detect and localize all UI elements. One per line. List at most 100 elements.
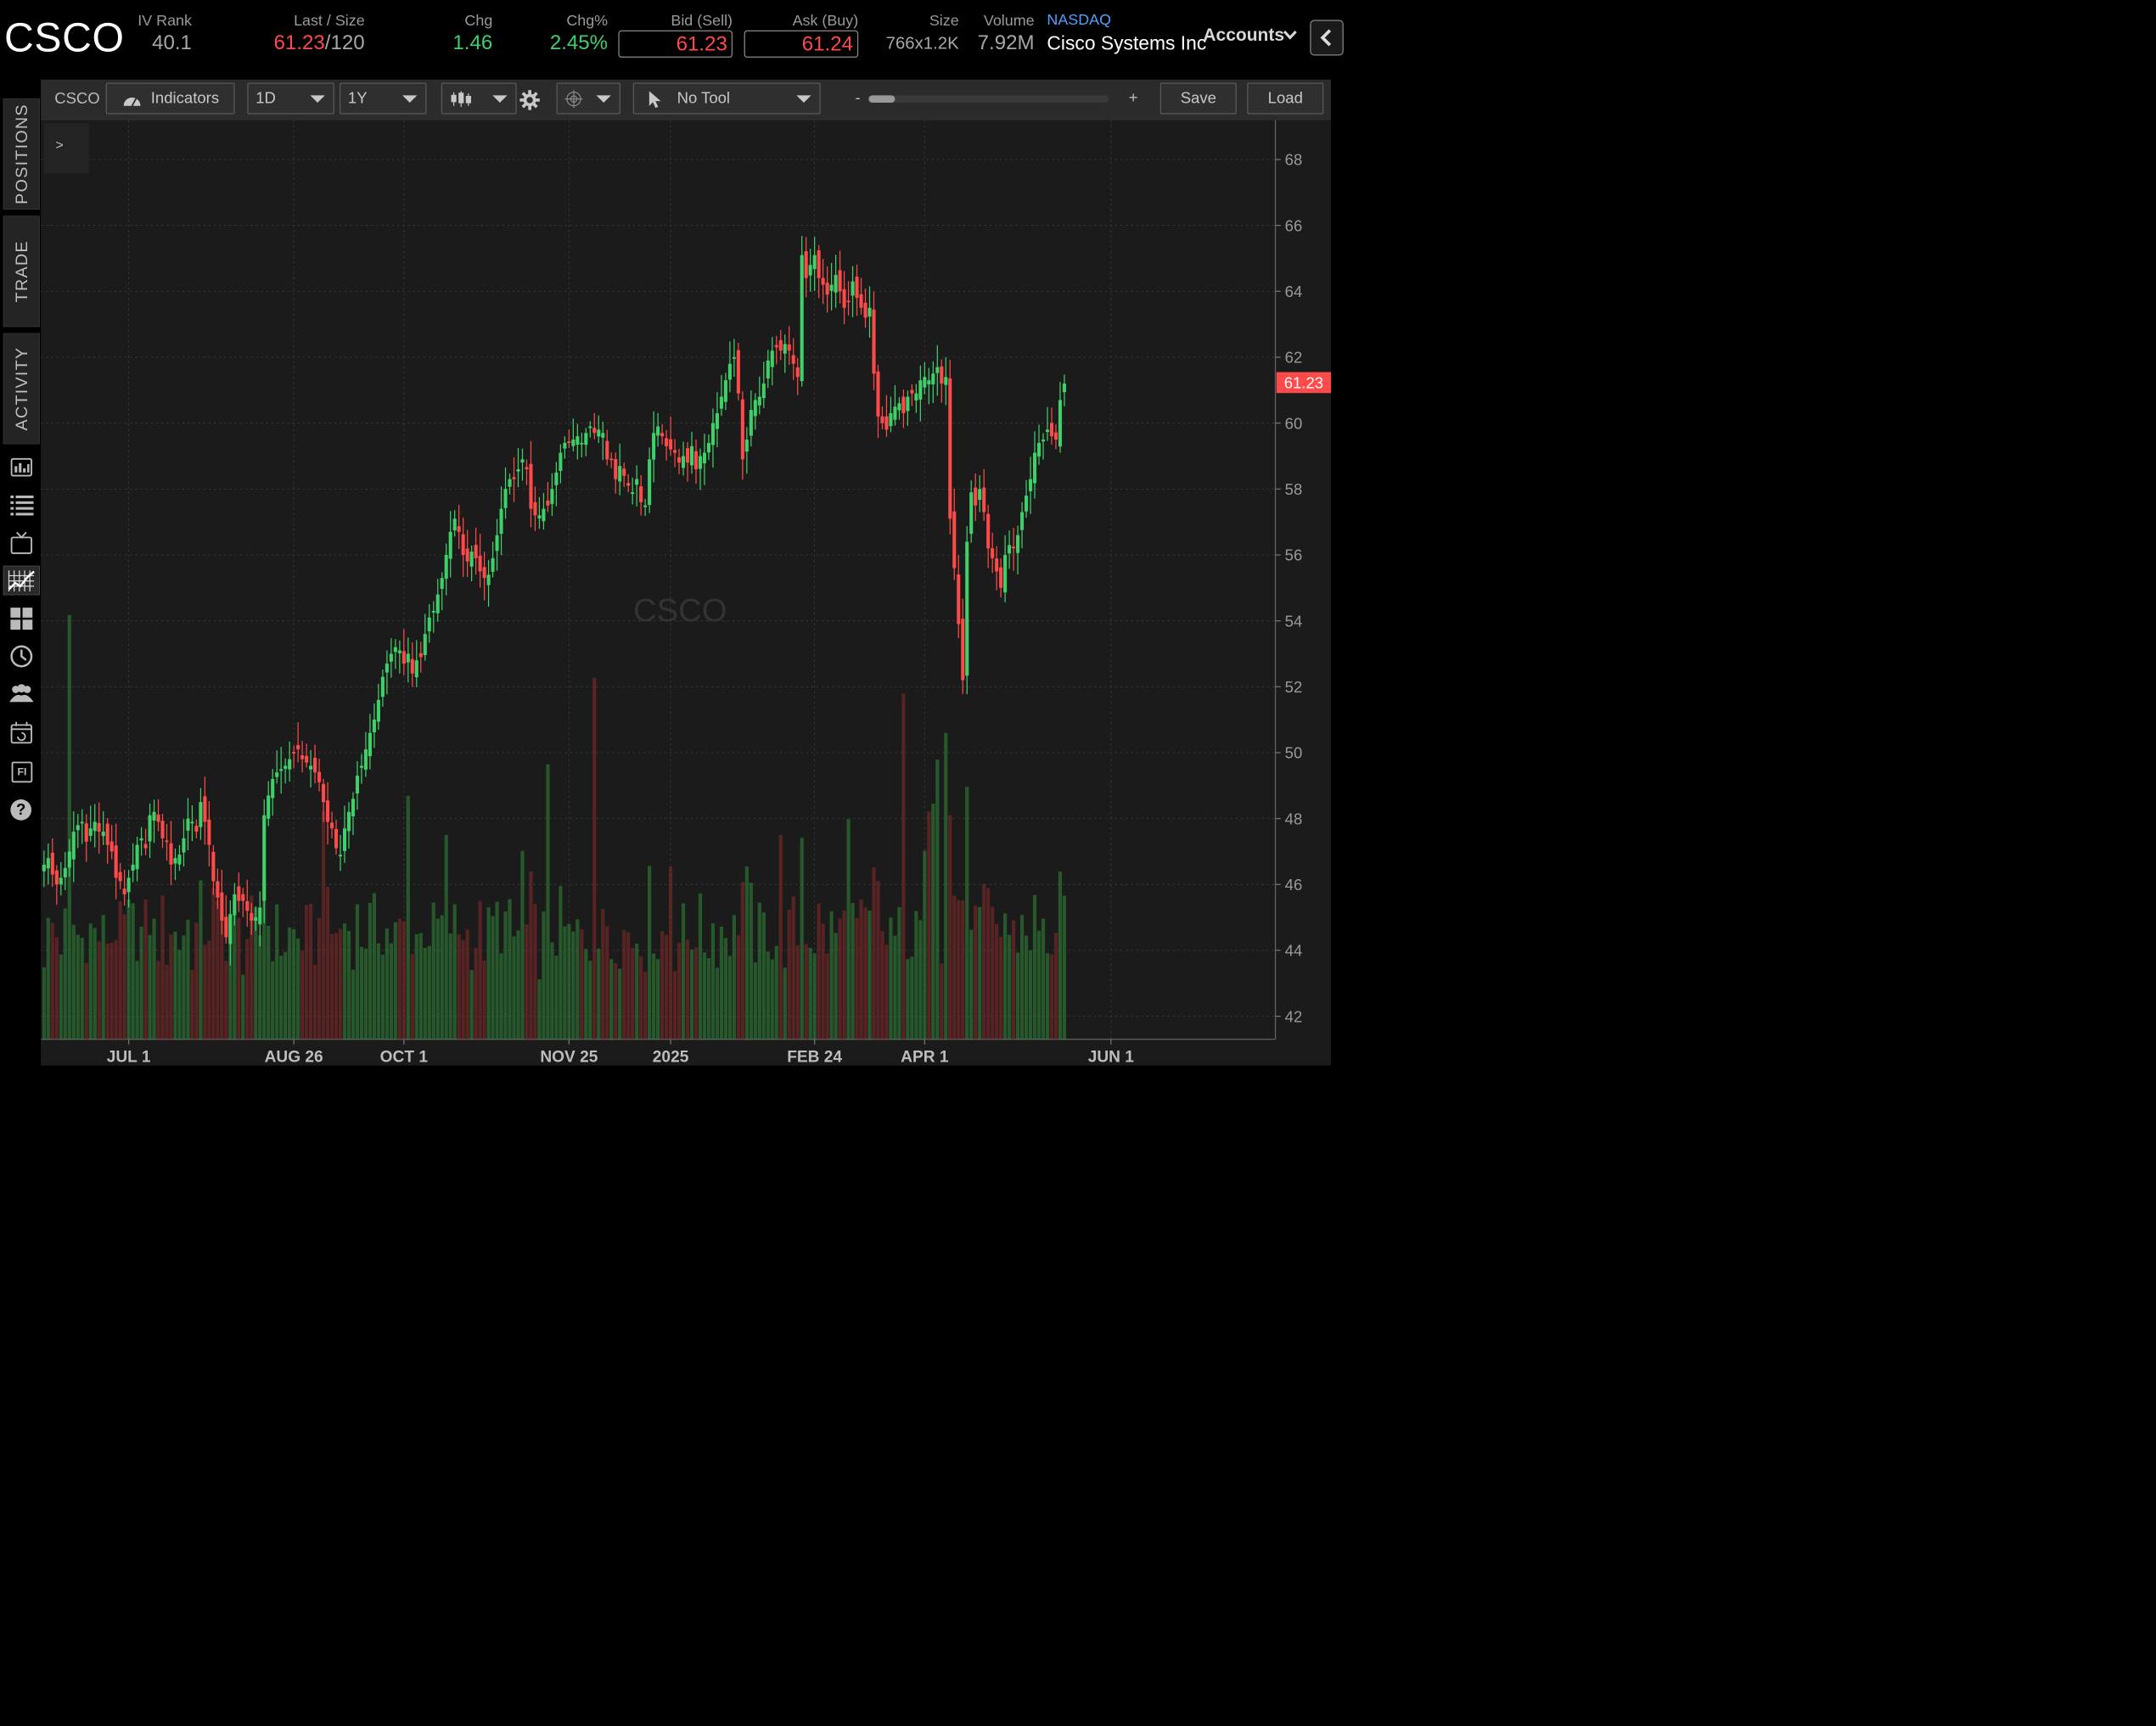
volume-bar bbox=[177, 950, 182, 1040]
candle bbox=[597, 415, 601, 444]
candle bbox=[550, 473, 554, 516]
tab-positions[interactable]: POSITIONS bbox=[3, 98, 40, 210]
volume-bar bbox=[42, 967, 46, 1040]
zoom-slider[interactable] bbox=[867, 95, 1109, 103]
candle-body bbox=[1029, 479, 1033, 491]
expand-studies-button[interactable]: > bbox=[43, 123, 89, 174]
candle-body bbox=[385, 664, 389, 673]
tab-activity[interactable]: ACTIVITY bbox=[3, 333, 40, 445]
candle-body bbox=[698, 456, 703, 469]
candle bbox=[910, 384, 914, 406]
zoom-in-button[interactable]: + bbox=[1128, 88, 1138, 107]
candle-body bbox=[872, 309, 876, 374]
candle bbox=[427, 604, 431, 643]
candle-body bbox=[97, 822, 101, 832]
tab-trade[interactable]: TRADE bbox=[3, 216, 40, 328]
chevron-down-icon bbox=[796, 95, 811, 103]
candle-body bbox=[715, 412, 719, 429]
volume-bar bbox=[431, 902, 435, 1040]
y-tick-label: 52 bbox=[1285, 678, 1303, 696]
ask-button[interactable]: 61.24 bbox=[744, 30, 859, 58]
candle bbox=[207, 801, 211, 866]
candle bbox=[50, 838, 54, 888]
list-icon[interactable] bbox=[8, 491, 36, 519]
candle bbox=[732, 339, 736, 378]
candle-body bbox=[363, 749, 368, 770]
community-icon[interactable] bbox=[8, 680, 36, 708]
candle bbox=[546, 481, 550, 513]
candle-body bbox=[897, 403, 901, 411]
candle-body bbox=[626, 483, 631, 486]
candle-body bbox=[216, 881, 220, 898]
candle-body bbox=[317, 771, 322, 782]
volume-bar bbox=[753, 962, 757, 1040]
indicators-button[interactable]: Indicators bbox=[105, 82, 235, 115]
collapse-panel-button[interactable] bbox=[1310, 20, 1344, 56]
candle-body bbox=[435, 594, 440, 614]
symbol-title[interactable]: CSCO bbox=[3, 14, 125, 60]
save-button[interactable]: Save bbox=[1159, 82, 1237, 115]
fixed-income-icon[interactable]: FI bbox=[8, 758, 36, 786]
candle bbox=[435, 579, 440, 622]
chart-symbol[interactable]: CSCO bbox=[54, 90, 100, 108]
crosshair-select[interactable] bbox=[556, 82, 620, 115]
tv-icon[interactable] bbox=[8, 529, 36, 557]
candle bbox=[414, 640, 418, 687]
candle bbox=[169, 821, 173, 886]
chevron-down-icon[interactable] bbox=[1283, 27, 1297, 42]
chart-area[interactable]: 68 66 64 62 60 58 56 54 52 50 48 46 44 42 JUL 1 AUG 26 O… bbox=[41, 120, 1331, 1066]
candle-body bbox=[537, 515, 542, 518]
gear-icon[interactable] bbox=[519, 89, 541, 111]
range-select[interactable]: 1Y bbox=[340, 82, 427, 115]
chg-label: Chg bbox=[464, 12, 493, 30]
charts-icon[interactable] bbox=[3, 565, 40, 596]
candle bbox=[313, 744, 317, 784]
candle-body bbox=[71, 832, 76, 860]
analyze-icon[interactable] bbox=[8, 642, 36, 670]
monitor-icon[interactable] bbox=[8, 454, 36, 482]
zoom-slider-handle[interactable] bbox=[868, 95, 896, 103]
calendar-icon[interactable] bbox=[8, 719, 36, 747]
volume-bar bbox=[427, 945, 431, 1040]
chart-style-select[interactable] bbox=[441, 82, 517, 115]
candle bbox=[677, 449, 682, 474]
candle-body bbox=[59, 877, 63, 885]
candle bbox=[706, 434, 710, 460]
volume-bar bbox=[727, 955, 733, 1040]
candle-body bbox=[135, 844, 139, 870]
candle-body bbox=[783, 344, 787, 354]
accounts-dropdown[interactable]: Accounts bbox=[1203, 25, 1285, 46]
price-chart[interactable]: 68 66 64 62 60 58 56 54 52 50 48 46 44 42 JUL 1 AUG 26 O… bbox=[41, 120, 1331, 1066]
candle bbox=[109, 825, 114, 860]
volume-bar bbox=[761, 912, 766, 1040]
zoom-out-button[interactable]: - bbox=[855, 88, 861, 107]
load-button[interactable]: Load bbox=[1247, 82, 1324, 115]
candle-body bbox=[177, 855, 182, 865]
volume-bar bbox=[482, 961, 486, 1040]
candle bbox=[817, 244, 821, 299]
volume-bar bbox=[165, 964, 169, 1040]
candle-body bbox=[867, 307, 872, 317]
volume-bar bbox=[126, 899, 131, 1040]
help-icon[interactable]: ? bbox=[8, 796, 36, 824]
x-tick-label: AUG 26 bbox=[265, 1048, 323, 1065]
candle bbox=[122, 870, 126, 906]
y-tick-label: 42 bbox=[1285, 1007, 1303, 1025]
drawing-tool-select[interactable]: No Tool bbox=[632, 82, 821, 115]
bid-button[interactable]: 61.23 bbox=[618, 30, 733, 58]
volume-bar bbox=[363, 949, 368, 1040]
volume-bar bbox=[228, 922, 233, 1040]
candle bbox=[906, 390, 910, 426]
candle-body bbox=[241, 894, 245, 901]
candle-body bbox=[1041, 440, 1046, 442]
grid-icon[interactable] bbox=[8, 604, 36, 632]
candle bbox=[393, 639, 397, 670]
interval-select[interactable]: 1D bbox=[247, 82, 334, 115]
volume-bar bbox=[389, 943, 393, 1040]
volume-bar bbox=[262, 873, 267, 1040]
volume-bar bbox=[571, 931, 575, 1040]
volume-bar bbox=[702, 952, 707, 1040]
candle bbox=[233, 883, 237, 926]
y-tick-label: 46 bbox=[1285, 876, 1303, 894]
volume-bar bbox=[1032, 894, 1037, 1040]
